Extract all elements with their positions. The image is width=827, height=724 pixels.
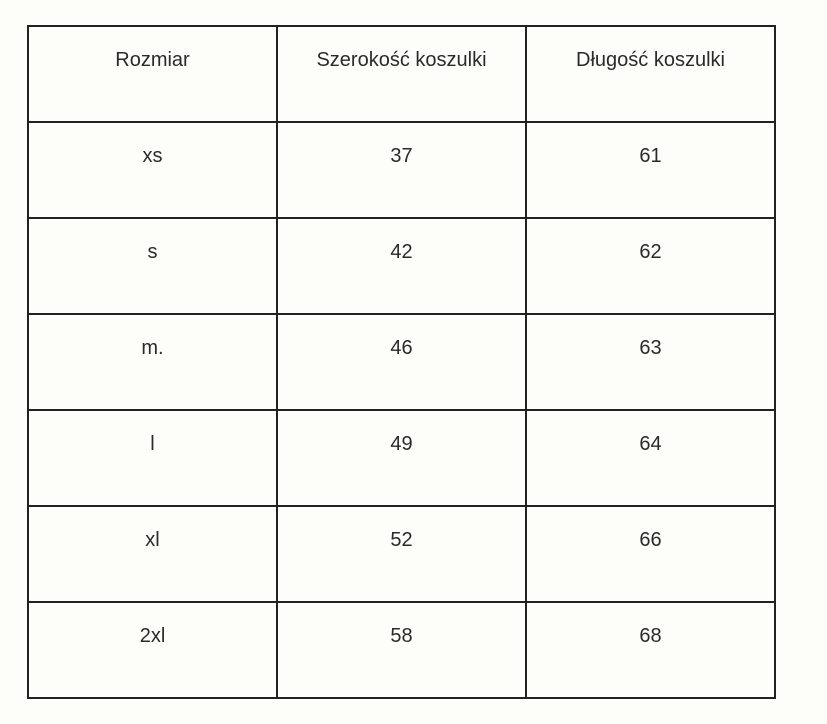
size-cell: m.	[27, 313, 278, 411]
size-cell: 2xl	[27, 601, 278, 699]
width-cell: 49	[276, 409, 527, 507]
header-width: Szerokość koszulki	[276, 25, 527, 123]
width-cell: 42	[276, 217, 527, 315]
width-cell: 46	[276, 313, 527, 411]
size-cell: s	[27, 217, 278, 315]
header-size: Rozmiar	[27, 25, 278, 123]
size-cell: l	[27, 409, 278, 507]
size-table: Rozmiar Szerokość koszulki Długość koszu…	[27, 25, 776, 699]
width-cell: 52	[276, 505, 527, 603]
table-row: l 49 64	[27, 409, 776, 507]
table-row: s 42 62	[27, 217, 776, 315]
table-row: m. 46 63	[27, 313, 776, 411]
table-row: xs 37 61	[27, 121, 776, 219]
length-cell: 64	[525, 409, 776, 507]
size-cell: xs	[27, 121, 278, 219]
size-cell: xl	[27, 505, 278, 603]
length-cell: 63	[525, 313, 776, 411]
header-row: Rozmiar Szerokość koszulki Długość koszu…	[27, 25, 776, 123]
length-cell: 62	[525, 217, 776, 315]
header-length: Długość koszulki	[525, 25, 776, 123]
width-cell: 37	[276, 121, 527, 219]
length-cell: 61	[525, 121, 776, 219]
length-cell: 66	[525, 505, 776, 603]
table-row: xl 52 66	[27, 505, 776, 603]
width-cell: 58	[276, 601, 527, 699]
length-cell: 68	[525, 601, 776, 699]
table-row: 2xl 58 68	[27, 601, 776, 699]
